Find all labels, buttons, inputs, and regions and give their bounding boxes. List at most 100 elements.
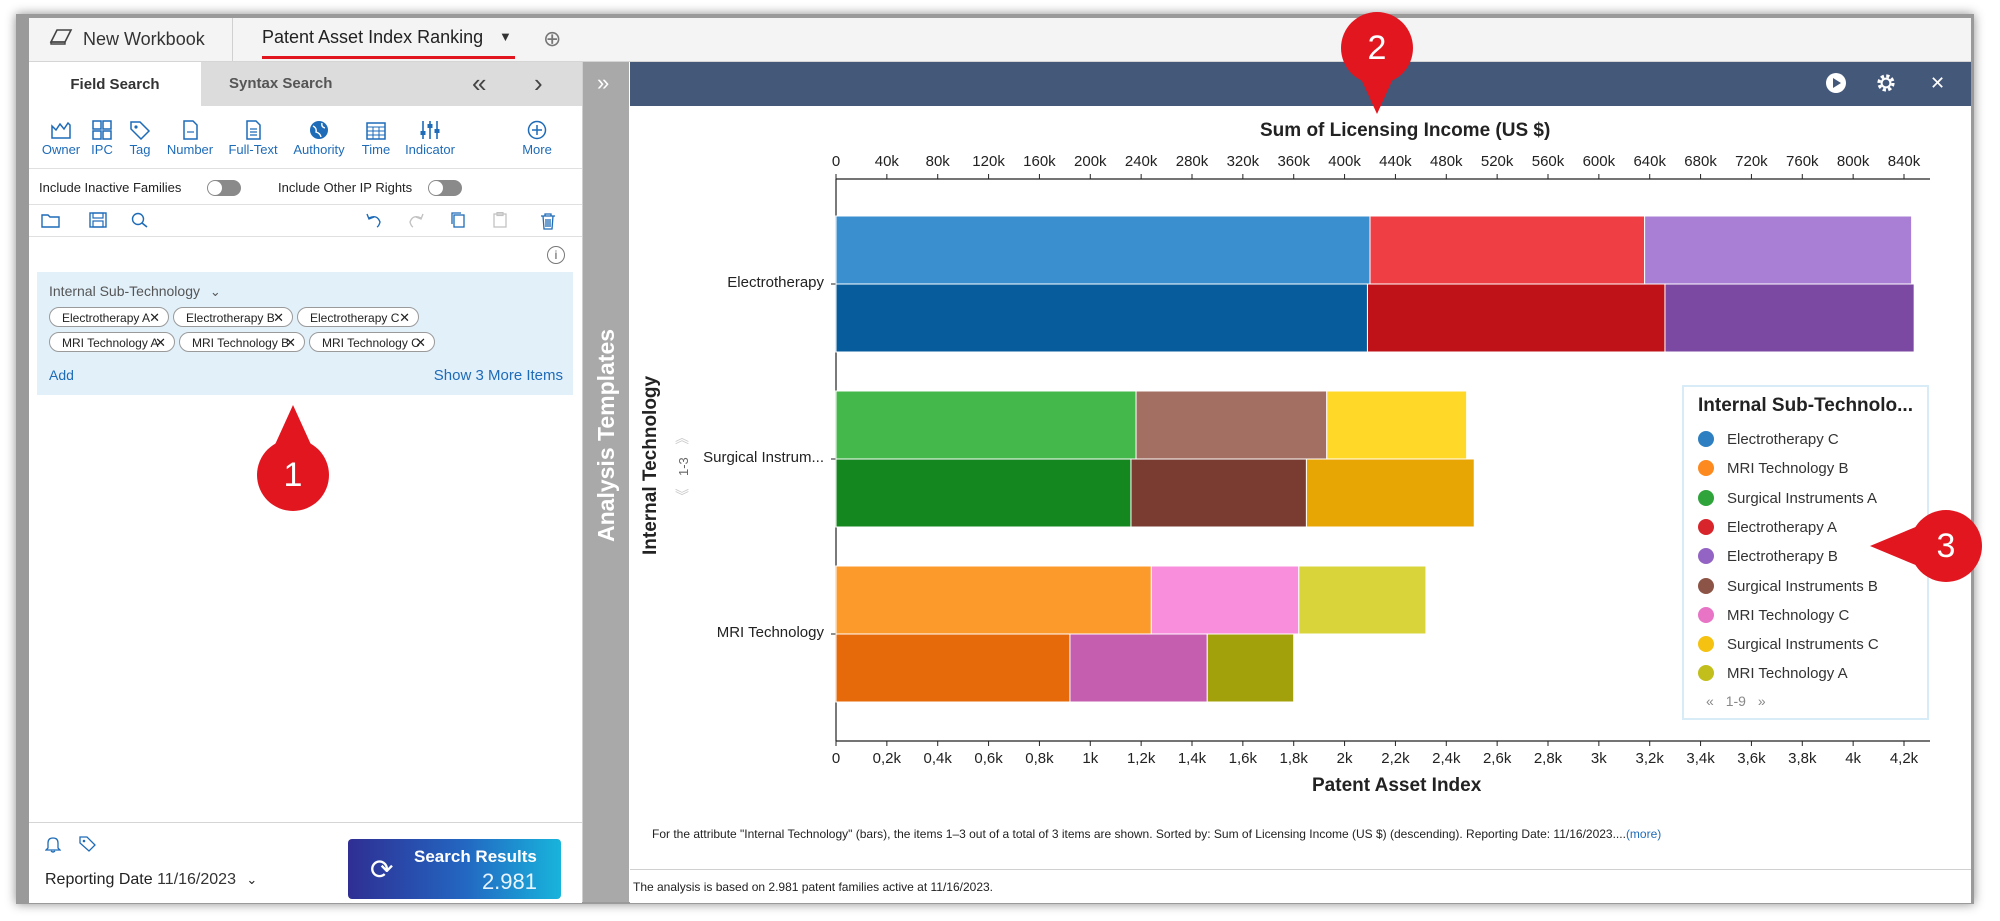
remove-chip-icon[interactable]: ✕ [155,335,166,350]
licensing-income-bar-segment[interactable] [1326,390,1468,460]
tool-ipc[interactable]: IPC [87,120,117,157]
add-tab-icon[interactable]: ⊕ [543,26,562,51]
paste-icon[interactable] [491,211,509,233]
scroll-down-icon[interactable]: ︾ [675,488,689,504]
tab-field-search[interactable]: Field Search [29,62,201,106]
remove-chip-icon[interactable]: ✕ [285,335,296,350]
legend-item[interactable]: MRI Technology B [1698,460,1848,477]
tool-tag[interactable]: Tag [125,120,155,157]
legend-swatch [1698,665,1714,682]
legend-next-icon[interactable]: » [1757,693,1766,709]
legend-item[interactable]: MRI Technology C [1698,606,1849,624]
remove-chip-icon[interactable]: ✕ [149,310,160,325]
include-inactive-switch[interactable] [207,180,241,196]
chevron-right-icon[interactable]: › [534,68,543,98]
licensing-income-bar-segment[interactable] [1135,390,1328,460]
chevron-down-icon[interactable]: ⌄ [246,872,258,887]
patent-asset-index-bar-segment[interactable] [1130,458,1307,528]
tool-more[interactable]: More [517,120,557,157]
licensing-income-bar-segment[interactable] [1369,215,1646,285]
undo-icon[interactable] [365,212,383,233]
top-tick-label: 520k [1480,153,1514,170]
filter-chip[interactable]: Electrotherapy A ✕ [49,307,169,327]
filter-chip[interactable]: Electrotherapy B ✕ [173,307,293,327]
legend-prev-icon[interactable]: « [1706,693,1714,709]
patent-asset-index-bar-segment[interactable] [835,283,1368,353]
info-icon[interactable]: i [547,246,565,264]
remove-chip-icon[interactable]: ✕ [415,335,426,350]
sliders-icon [420,121,440,139]
chart-header-bar: ✕ [630,62,1971,106]
filter-chip[interactable]: MRI Technology B ✕ [179,332,305,352]
patent-asset-index-bar-segment[interactable] [835,633,1071,703]
filter-chip[interactable]: Electrotherapy C ✕ [297,307,419,327]
filter-internal-sub-technology: Internal Sub-Technology ⌄ Electrotherapy… [37,272,573,395]
remove-chip-icon[interactable]: ✕ [273,310,284,325]
open-folder-icon[interactable] [41,212,61,233]
tool-number-label: Number [166,142,214,157]
tool-full-text[interactable]: Full-Text [225,120,281,157]
search-preview-icon[interactable] [131,212,149,233]
copy-icon[interactable] [449,212,467,233]
filter-title[interactable]: Internal Sub-Technology ⌄ [49,283,221,300]
show-more-items-link[interactable]: Show 3 More Items [433,367,563,384]
play-icon[interactable] [1825,72,1847,100]
tool-time[interactable]: Time [359,120,393,157]
remove-chip-icon[interactable]: ✕ [399,310,410,325]
legend-item[interactable]: Surgical Instruments A [1698,489,1877,507]
collapse-panel-icon[interactable]: « [472,68,487,98]
bell-icon[interactable] [44,837,65,857]
legend-item[interactable]: Surgical Instruments C [1698,636,1879,653]
legend-swatch [1698,460,1714,477]
patent-asset-index-bar-segment[interactable] [835,458,1132,528]
search-results-button[interactable]: ⟳ Search Results 2.981 [348,839,561,899]
legend-item[interactable]: Electrotherapy A [1698,518,1837,536]
licensing-income-bar-segment[interactable] [835,215,1371,285]
legend-item[interactable]: Electrotherapy C [1698,431,1839,448]
close-icon[interactable]: ✕ [1930,73,1946,93]
expand-icon[interactable]: » [597,70,610,95]
gear-icon[interactable] [1875,72,1897,100]
legend-item[interactable]: MRI Technology A [1698,665,1848,682]
tab-syntax-search[interactable]: Syntax Search [229,75,333,92]
chevron-down-icon[interactable]: ⌄ [209,284,221,299]
tool-owner[interactable]: Owner [39,120,83,157]
reporting-date[interactable]: Reporting Date 11/16/2023 ⌄ [45,871,257,889]
legend-item[interactable]: Surgical Instruments B [1698,577,1878,595]
licensing-income-bar-segment[interactable] [1150,565,1300,635]
tags-icon[interactable] [79,836,97,857]
analysis-templates-sidebar[interactable]: » Analysis Templates [583,62,629,902]
patent-asset-index-bar-segment[interactable] [1305,458,1475,528]
chevron-down-icon[interactable]: ▼ [499,29,512,44]
tool-authority[interactable]: Authority [287,120,351,157]
patent-asset-index-bar-segment[interactable] [1069,633,1208,703]
tag-icon [130,121,151,140]
patent-asset-index-bar-segment[interactable] [1206,633,1295,703]
save-icon[interactable] [89,212,107,233]
top-tick-label: 200k [1074,153,1107,170]
licensing-income-bar-segment[interactable] [1644,215,1913,285]
callout-marker-2: 2 [1341,12,1413,114]
legend-item[interactable]: Electrotherapy B [1698,548,1838,565]
tool-indicator[interactable]: Indicator [401,120,459,157]
tool-number[interactable]: Number [163,120,217,157]
redo-icon[interactable] [407,212,425,233]
patent-asset-index-bar-segment[interactable] [1664,283,1915,353]
category-label: MRI Technology [716,624,824,641]
licensing-income-bar-segment[interactable] [1298,565,1427,635]
more-link[interactable]: (more) [1625,827,1662,841]
scroll-up-icon[interactable]: ︽ [675,430,689,446]
new-workbook-tab[interactable]: New Workbook [49,28,205,51]
add-filter-link[interactable]: Add [49,367,74,383]
patent-asset-index-bar-segment[interactable] [1366,283,1666,353]
include-inactive-label: Include Inactive Families [39,180,182,195]
tab-patent-asset-index-ranking[interactable]: Patent Asset Index Ranking [262,27,484,47]
bottom-tick-label: 1,8k [1279,750,1308,767]
legend-swatch [1698,548,1714,565]
licensing-income-bar-segment[interactable] [835,390,1137,460]
trash-icon[interactable] [539,212,557,235]
include-other-ip-switch[interactable] [428,180,462,196]
filter-chip[interactable]: MRI Technology C ✕ [309,332,435,352]
filter-chip[interactable]: MRI Technology A ✕ [49,332,175,352]
licensing-income-bar-segment[interactable] [835,565,1152,635]
